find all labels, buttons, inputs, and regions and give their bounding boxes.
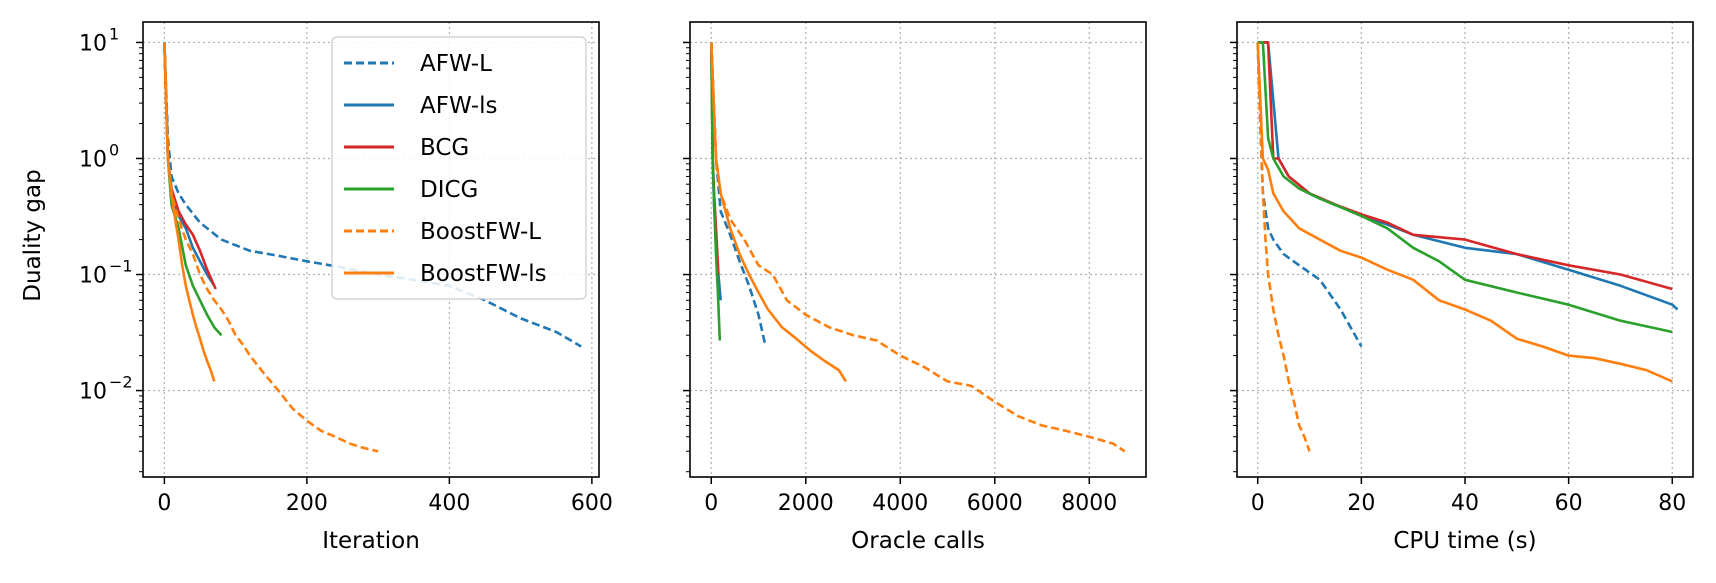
legend-label: AFW-L [420, 51, 492, 77]
y-tick-exponent: 0 [109, 140, 119, 159]
x-tick-label: 0 [704, 491, 718, 516]
x-tick-label: 6000 [967, 491, 1023, 516]
x-tick-label: 4000 [872, 491, 928, 516]
x-axis-label: CPU time (s) [1393, 528, 1536, 554]
series-bcg [163, 42, 217, 290]
series-boostfw-ls [1256, 42, 1673, 383]
axes-frame [689, 21, 1147, 478]
series-afw-l [1256, 42, 1363, 348]
series-boostfw-ls [163, 42, 216, 382]
x-axis-label: Oracle calls [851, 528, 985, 554]
legend-label: DICG [420, 177, 478, 203]
legend-label: BoostFW-ls [420, 261, 547, 287]
axes-frame [142, 21, 600, 478]
x-tick-label: 80 [1658, 491, 1686, 516]
y-tick-label: 10 [79, 380, 107, 405]
series-afw-ls [1257, 41, 1679, 311]
x-tick-label: 0 [157, 491, 171, 516]
series-bcg [1257, 41, 1673, 291]
x-tick-label: 20 [1347, 491, 1375, 516]
y-tick-label: 10 [79, 147, 107, 172]
legend-label: AFW-ls [420, 93, 497, 119]
x-tick-label: 60 [1555, 491, 1583, 516]
series-boostfw-ls [710, 42, 848, 383]
y-tick-exponent: −2 [109, 373, 133, 392]
y-tick-exponent: −1 [109, 257, 133, 276]
x-tick-label: 8000 [1061, 491, 1117, 516]
series-dicg [1257, 41, 1673, 334]
legend-box [331, 36, 587, 300]
y-axis-label: Duality gap [20, 169, 46, 301]
series-boostfw-l [163, 42, 379, 453]
x-tick-label: 0 [1251, 491, 1265, 516]
y-tick-label: 10 [79, 264, 107, 289]
x-tick-label: 200 [286, 491, 328, 516]
series-dicg [163, 42, 223, 337]
panel-3: 0 20 40 60 80 CPU time (s) [1230, 21, 1694, 554]
x-tick-label: 40 [1451, 491, 1479, 516]
series-boostfw-l [710, 42, 1126, 453]
x-axis-label: Iteration [322, 528, 420, 554]
legend-label: BoostFW-L [420, 219, 541, 245]
x-tick-label: 600 [571, 491, 613, 516]
x-tick-label: 2000 [778, 491, 834, 516]
panel-2: 0 2000 4000 6000 8000 Oracle calls [683, 21, 1147, 554]
legend-label: BCG [420, 135, 469, 161]
series-boostfw-l [1256, 42, 1311, 452]
legend: AFW-L AFW-ls BCG DICG BoostFW-L BoostFW-ls [331, 36, 587, 300]
y-tick-exponent: 1 [109, 24, 119, 43]
x-tick-label: 400 [428, 491, 470, 516]
y-tick-label: 10 [79, 31, 107, 56]
series-afw-l [163, 42, 582, 348]
series-dicg [710, 42, 722, 341]
